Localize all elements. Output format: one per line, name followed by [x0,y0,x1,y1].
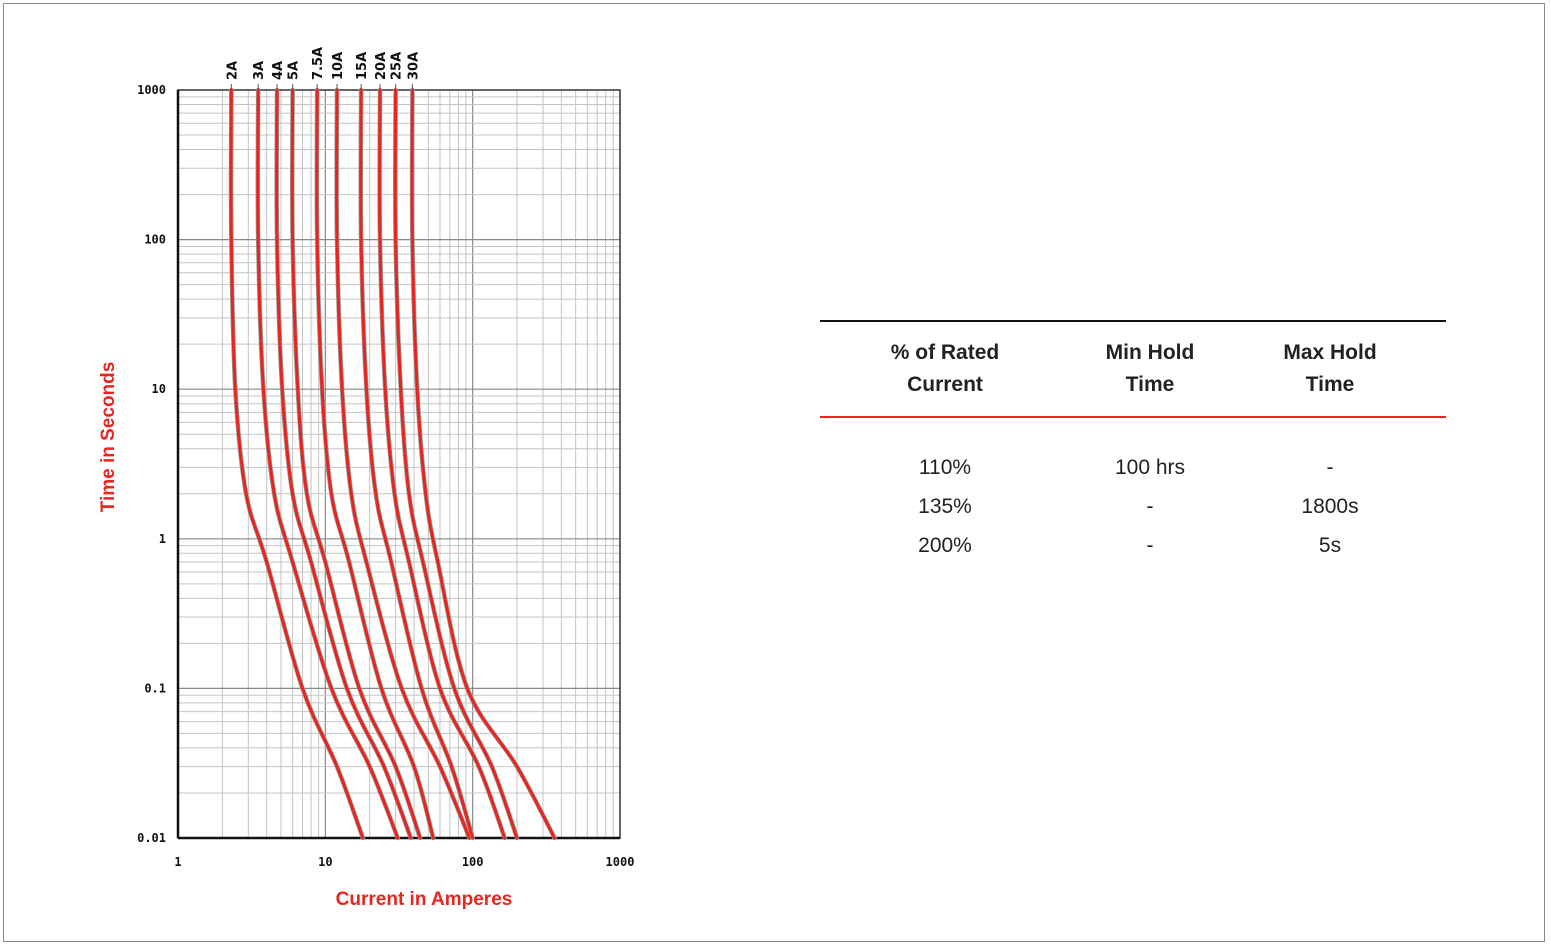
curve-7.5A [315,88,435,840]
header-min-hold: Min Hold Time [1070,337,1230,401]
chart-axes: 1 10 100 1000 0.01 0.1 1 10 100 1000 [137,83,634,869]
curve-2A [229,88,365,840]
chart-labels: 2A 3A 4A 5A 7.5A 10A 15A 20A 25A 30A [225,47,421,90]
curve-4A [275,88,413,840]
table-header-rule [820,416,1446,418]
y-axis-title: Time in Seconds [98,362,119,513]
plot-border [177,89,621,839]
y-tick-label: 1 [159,532,166,546]
cell-min-hold: 100 hrs [1114,455,1186,479]
header-max-hold-line1: Max Hold [1283,341,1377,364]
curve-label-5A: 5A [287,61,302,80]
x-tick-label: 10 [318,855,332,869]
cell-percent: 200% [918,533,972,557]
x-tick-label: 1 [174,855,181,869]
curve-5A [290,88,422,840]
curve-label-25A: 25A [390,52,405,80]
y-tick-label: 100 [144,233,166,247]
cell-max-hold: 5s [1318,533,1342,557]
curve-10A [335,88,471,840]
x-tick-label: 1000 [606,855,635,869]
curve-shadow-2A [228,87,366,841]
curve-15A [359,88,475,840]
header-rated-current-line1: % of Rated [890,341,1000,364]
curve-label-20A: 20A [374,52,389,80]
y-tick-label: 0.01 [137,831,166,845]
curve-20A [378,88,507,840]
y-tick-label: 1000 [137,83,166,97]
header-rated-current: % of Rated Current [820,337,1070,401]
curve-label-2A: 2A [225,61,240,80]
table-top-rule [820,320,1446,322]
chart-grid [177,90,620,839]
curve-label-15A: 15A [355,52,370,80]
cell-percent: 135% [918,494,972,518]
table-header-row: % of Rated Current Min Hold Time Max Hol… [820,322,1446,416]
x-tick-label: 100 [462,855,484,869]
cell-min-hold: - [1146,494,1154,518]
table-row: 110% 100 hrs - [820,448,1446,487]
header-min-hold-line1: Min Hold [1105,341,1195,364]
cell-percent: 110% [918,455,972,479]
curve-3A [256,88,400,840]
curve-label-3A: 3A [252,61,267,80]
table-row: 200% - 5s [820,526,1446,565]
chart-curves [228,87,557,841]
curve-label-4A: 4A [271,61,286,80]
curve-label-7.5A: 7.5A [311,47,326,80]
table-body: 110% 100 hrs - 135% - 1800s 200% - 5s [820,418,1446,565]
header-max-hold: Max Hold Time [1230,337,1430,401]
header-min-hold-line2: Time [1125,373,1175,396]
curve-30A [410,88,557,840]
curve-label-10A: 10A [331,52,346,80]
curve-label-30A: 30A [406,52,421,80]
header-rated-current-line2: Current [907,373,983,396]
x-axis-title: Current in Amperes [336,889,513,910]
curve-25A [393,88,519,840]
y-tick-label: 10 [152,382,166,396]
y-tick-label: 0.1 [144,681,166,695]
cell-max-hold: 1800s [1301,494,1359,518]
cell-min-hold: - [1146,533,1154,557]
cell-max-hold: - [1326,455,1334,479]
hold-time-table: % of Rated Current Min Hold Time Max Hol… [820,320,1446,565]
header-max-hold-line2: Time [1305,373,1355,396]
table-row: 135% - 1800s [820,487,1446,526]
